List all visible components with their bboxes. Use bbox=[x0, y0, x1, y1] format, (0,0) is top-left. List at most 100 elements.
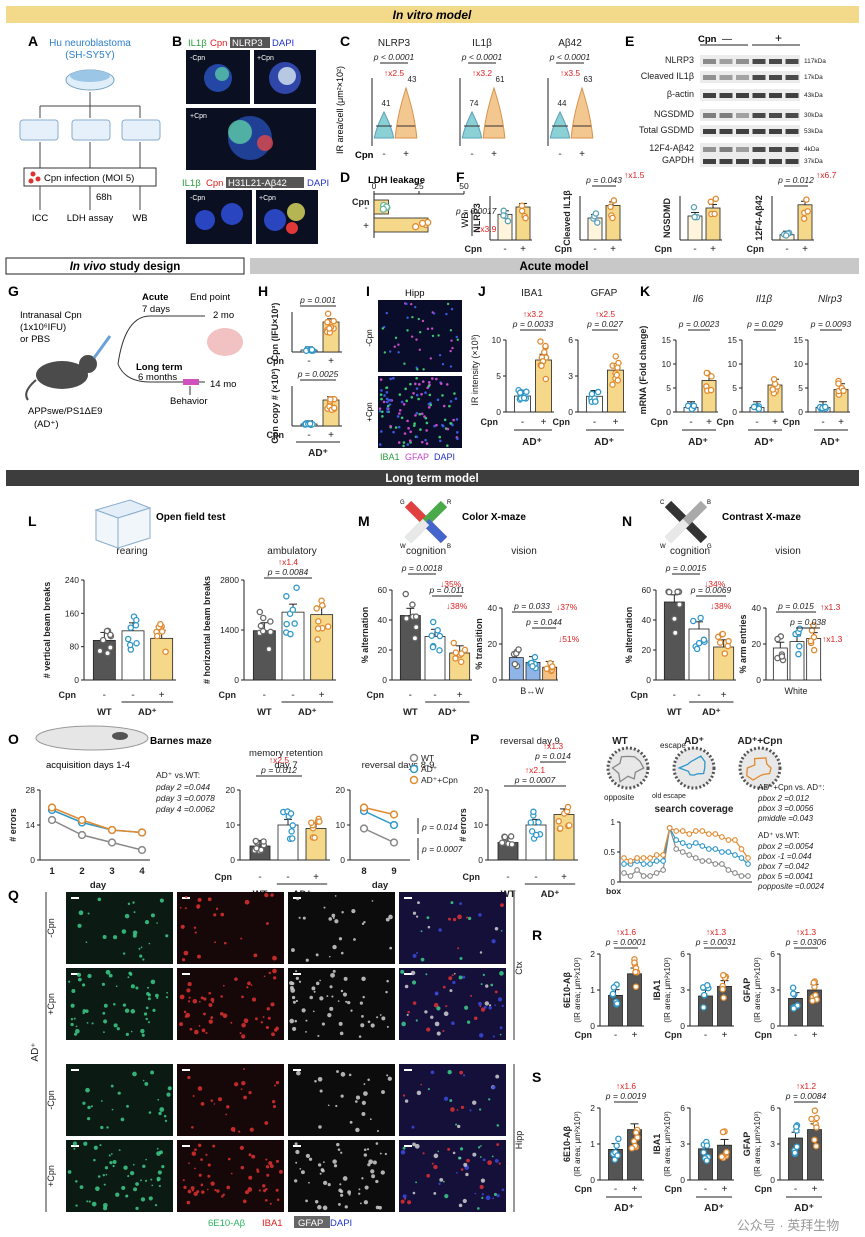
acute-banner bbox=[250, 258, 859, 274]
cpn-tick: - bbox=[506, 872, 509, 883]
coverage-point bbox=[732, 837, 738, 843]
panelN-cog-dot bbox=[693, 645, 701, 653]
rs-chart-0-0-dot bbox=[609, 990, 617, 998]
panelM-cog-dot bbox=[403, 615, 410, 622]
cpn-tick: + bbox=[457, 690, 463, 701]
rs-chart-1-1-dot bbox=[703, 1142, 711, 1149]
rs-chart-0-0-dot bbox=[610, 984, 618, 991]
coverage-point bbox=[705, 858, 712, 864]
western-blots: NLRP3 117kDa Cleaved IL1β 17kDa β-actin 43kDa… bbox=[639, 55, 826, 167]
band-label-4: Total GSDMD bbox=[639, 125, 695, 135]
rs-chart-0-1-dot bbox=[700, 1004, 707, 1011]
acq-line-0 bbox=[51, 819, 143, 851]
l-chart-1-dot bbox=[256, 608, 264, 616]
rev-point bbox=[389, 810, 399, 819]
k-group: AD⁺ bbox=[820, 437, 840, 448]
coverage-point bbox=[647, 855, 653, 861]
l-chart-0-dot bbox=[153, 632, 161, 640]
svg-text:G: G bbox=[400, 500, 405, 506]
p-chart-dot bbox=[507, 833, 515, 840]
panel-o-charts: 0 14 28 # errors 1 2 3 4 day AD⁺ vs.WT: pday 2 =0.… bbox=[8, 748, 463, 900]
coverage-point bbox=[640, 855, 647, 861]
fold-change: ↑x3.2 bbox=[523, 309, 544, 319]
acq-point bbox=[47, 815, 57, 825]
l-chart-1-dot bbox=[293, 584, 300, 591]
g-line-2: (1x10⁶IFU) bbox=[20, 322, 66, 333]
ret-chart-tick: 0 bbox=[230, 855, 235, 865]
cpn-tick: - bbox=[704, 1184, 707, 1195]
q-micro-r2c0 bbox=[66, 1064, 173, 1136]
ldh-p: p = 0.0017 bbox=[455, 206, 497, 216]
panel-letter-p: P bbox=[470, 731, 479, 747]
rs-chart-0-1-bar-1 bbox=[717, 986, 732, 1027]
stat2-item: pbox 2 =0.0054 bbox=[757, 842, 814, 851]
coverage-point bbox=[692, 840, 699, 846]
k-chart-0-tick: 15 bbox=[662, 335, 672, 345]
cpn-axis-label: Cpn bbox=[267, 356, 285, 366]
p-chart-tick: 20 bbox=[474, 785, 484, 795]
cpn-axis-label: Cpn bbox=[367, 690, 385, 700]
k-chart-1-tick: 15 bbox=[728, 335, 738, 345]
j-chart-0-dot bbox=[542, 342, 549, 350]
acq-xtick: 2 bbox=[79, 866, 84, 877]
ret-sub: day 7 bbox=[274, 760, 297, 771]
violin-shape bbox=[482, 86, 506, 139]
panel-q-micrographs: -Cpn +Cpn -Cpn +Cpn AD⁺ Ctx Hipp 6E10-Aβ IBA1 GFA… bbox=[30, 892, 524, 1229]
panelM-cog-dot bbox=[412, 613, 420, 620]
q-row-label: -Cpn bbox=[46, 1090, 56, 1110]
rs-chart-0-2-dot bbox=[809, 997, 816, 1005]
violin-n: 74 bbox=[470, 99, 479, 108]
k-chart-2-dot bbox=[835, 380, 842, 387]
svg-text:B: B bbox=[447, 544, 451, 550]
band-label-2: β-actin bbox=[667, 89, 694, 99]
old-escape-label: old escape bbox=[652, 793, 686, 800]
k-chart-1-dot bbox=[769, 386, 776, 393]
q-micro-r2c3 bbox=[399, 1064, 506, 1136]
cpn-tick: - bbox=[131, 690, 134, 701]
k-title: Nlrp3 bbox=[818, 294, 842, 305]
panel-letter-n: N bbox=[622, 513, 632, 529]
kda-label: 37kDa bbox=[804, 158, 823, 165]
watermark: 公众号 · 英拜生物 bbox=[737, 1218, 840, 1233]
rev-point bbox=[359, 803, 369, 812]
coverage-point bbox=[673, 846, 680, 852]
panelN-cog-dot bbox=[719, 630, 727, 638]
violin-fold: ↑x2.5 bbox=[384, 68, 405, 78]
j-chart-0-dot bbox=[542, 375, 550, 383]
j-title: GFAP bbox=[591, 288, 618, 299]
panelN-cog-dot bbox=[697, 614, 704, 622]
l-chart-0-dot bbox=[162, 648, 169, 655]
coverage-point bbox=[640, 873, 647, 879]
wt-label: WT bbox=[257, 707, 272, 718]
p-chart-dot bbox=[564, 803, 572, 811]
cpn-tick: - bbox=[704, 1030, 707, 1041]
brain-icon bbox=[207, 328, 243, 356]
rev-point bbox=[389, 820, 399, 830]
cpn-tick: + bbox=[159, 690, 165, 701]
f-chart-0-dot bbox=[518, 202, 526, 210]
ldh-tick: 25 bbox=[414, 181, 424, 191]
rs-chart-0-0-bar-1 bbox=[627, 973, 642, 1027]
j-chart-0-tick: 10 bbox=[492, 335, 502, 345]
fold-change: ↑x1.6 bbox=[616, 1081, 637, 1091]
p-chart-dot bbox=[530, 808, 537, 816]
panel-letter-g: G bbox=[8, 283, 19, 299]
rs-chart-1-2-tick: 3 bbox=[770, 1139, 775, 1149]
cpn-axis-label: Cpn bbox=[555, 244, 573, 254]
svg-text:Cpn: Cpn bbox=[210, 38, 227, 49]
coverage-point bbox=[660, 867, 667, 873]
panelM-cog-dot bbox=[436, 647, 443, 654]
rs-chart-1-0-dot bbox=[634, 1134, 641, 1141]
rs-chart-0-2-tick: 6 bbox=[770, 949, 775, 959]
h-top-dot bbox=[326, 325, 333, 332]
coverage-point bbox=[679, 840, 686, 846]
p-value: p = 0.015 bbox=[777, 601, 814, 611]
behavior-label: Behavior bbox=[170, 396, 208, 407]
kda-label: 43kDa bbox=[804, 92, 823, 99]
coverage-point bbox=[686, 852, 693, 858]
rs-name: 6E10-Aβ bbox=[562, 1125, 572, 1162]
q-micro-r1c2 bbox=[288, 968, 395, 1040]
wb-minus: — bbox=[722, 34, 732, 45]
l-chart-1-dot bbox=[257, 622, 265, 630]
